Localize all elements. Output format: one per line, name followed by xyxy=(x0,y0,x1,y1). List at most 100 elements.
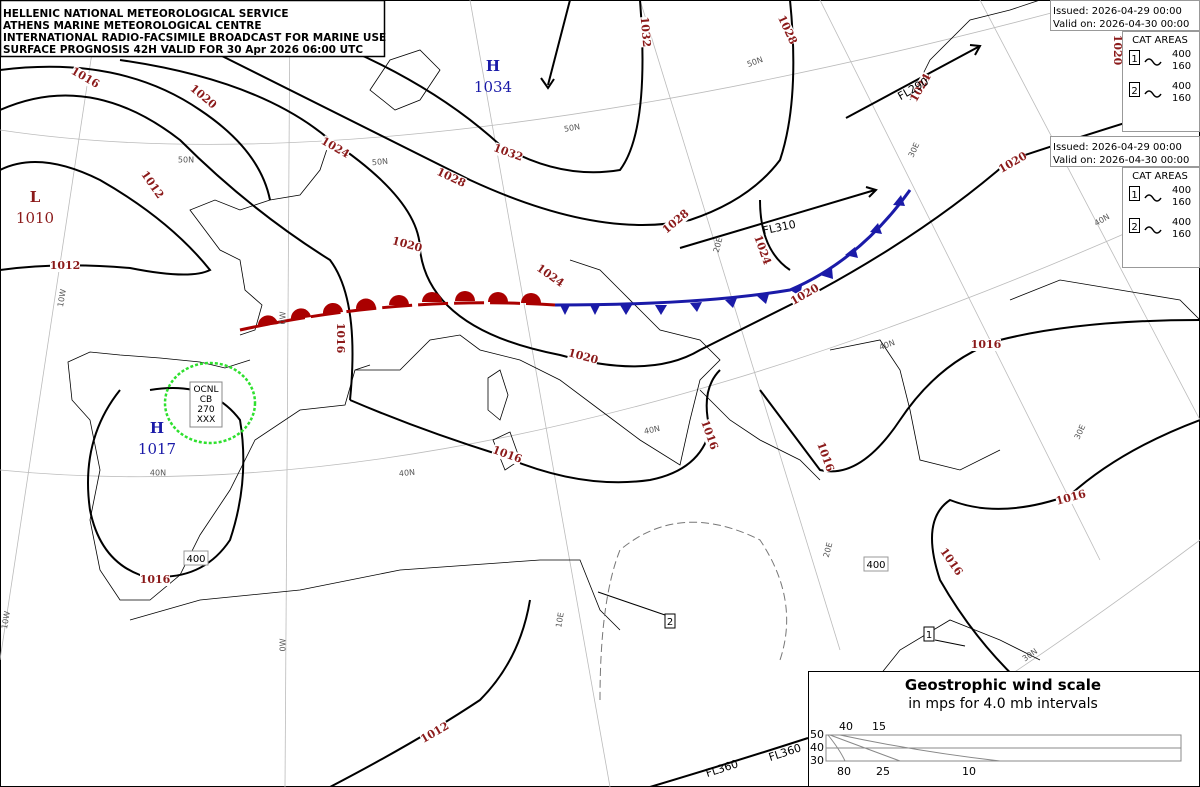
jet-top: 400 xyxy=(186,554,205,565)
graticule-label: 10W xyxy=(0,610,12,629)
turbulence-id: 1 xyxy=(926,630,932,641)
turbulence-symbol xyxy=(1144,194,1162,202)
isobar-label-bg xyxy=(187,82,219,112)
isobar-label: 1016 xyxy=(334,323,347,354)
isobar-label-bg xyxy=(908,72,934,104)
cat-id: 1 xyxy=(1131,54,1137,65)
isobar-label-bg xyxy=(419,720,451,746)
speed-label: 15 xyxy=(872,720,886,733)
cat-title: CAT AREAS xyxy=(1132,171,1188,182)
graticule-label: 0W xyxy=(279,638,288,651)
cat-area-outline xyxy=(599,521,788,701)
isobar-label-bg xyxy=(751,233,773,267)
area-markers: 400 400 2 1 xyxy=(183,550,935,642)
cb-box xyxy=(189,381,223,428)
coastlines xyxy=(67,0,1200,701)
cat-title: CAT AREAS xyxy=(1132,35,1188,46)
graticule-label: 20E xyxy=(822,541,835,558)
cold-front xyxy=(554,189,912,315)
graticule-label: 40N xyxy=(150,469,166,478)
isobar-label: 1032 xyxy=(638,16,654,48)
cat-id-box xyxy=(1129,218,1140,233)
center-value: 1034 xyxy=(474,78,512,96)
cat-base: 160 xyxy=(1172,229,1191,240)
cat-id-box xyxy=(1129,50,1140,65)
graticule-label: 40N xyxy=(643,424,661,436)
cb-text: CB xyxy=(200,395,212,405)
cat-top: 400 xyxy=(1172,49,1191,60)
graticule-label: 20E xyxy=(712,236,725,253)
cb-text: OCNL xyxy=(193,385,218,395)
isobar-label-bg xyxy=(937,546,965,578)
isobar-label-bg xyxy=(997,150,1029,176)
issued-text: Issued: 2026-04-29 00:00 xyxy=(1053,142,1182,153)
isobar-label-bg xyxy=(971,339,1001,351)
turbulence-symbol xyxy=(1144,226,1162,234)
isobar-label: 1020 xyxy=(1111,35,1124,66)
graticule-label: 10W xyxy=(56,288,68,307)
wind-scale: Geostrophic wind scale in mps for 4.0 mb… xyxy=(808,671,1200,787)
header-box xyxy=(0,0,386,58)
header: HELLENIC NATIONAL METEOROLOGICAL SERVICE… xyxy=(3,8,386,56)
wind-scale-title: Geostrophic wind scale xyxy=(905,676,1101,694)
cat-base: 160 xyxy=(1172,93,1191,104)
cb-text: XXX xyxy=(197,415,216,425)
issued-box xyxy=(1050,136,1200,167)
graticule-label: 50N xyxy=(372,157,389,167)
isobar-label-bg xyxy=(814,440,836,474)
wind-scale-subtitle: in mps for 4.0 mb intervals xyxy=(908,696,1098,712)
graticule-label: 40N xyxy=(399,468,416,478)
center-value: 1010 xyxy=(16,209,54,227)
latitude-label: 30 xyxy=(810,754,824,767)
cat-id: 2 xyxy=(1131,86,1137,97)
isobar-label-bg xyxy=(534,262,566,290)
isobar-label-bg xyxy=(1111,35,1123,65)
isobar-label-bg xyxy=(789,282,821,308)
cat-base: 160 xyxy=(1172,61,1191,72)
cat-top: 400 xyxy=(1172,81,1191,92)
isobar-label-bg xyxy=(434,166,468,190)
center-type: H xyxy=(150,419,164,437)
speed-label: 40 xyxy=(839,720,853,733)
center-type: L xyxy=(30,188,41,206)
cat-id-box xyxy=(1129,186,1140,201)
valid-text: Valid on: 2026-04-30 00:00 xyxy=(1053,155,1189,166)
isobar-label: 1016 xyxy=(971,338,1002,351)
jet-streams xyxy=(540,0,982,787)
graticule-label: 50N xyxy=(178,156,194,165)
cat-id: 1 xyxy=(1131,190,1137,201)
speed-label: 80 xyxy=(837,765,851,778)
header-line: HELLENIC NATIONAL METEOROLOGICAL SERVICE xyxy=(3,8,289,20)
turbulence-symbol xyxy=(1144,90,1162,98)
center-type: H xyxy=(486,57,500,75)
isobar-label-bg xyxy=(334,323,346,353)
isobar-label-bg xyxy=(637,16,653,48)
valid-text: Valid on: 2026-04-30 00:00 xyxy=(1053,19,1189,30)
header-line: INTERNATIONAL RADIO-FACSIMILE BROADCAST … xyxy=(3,32,386,44)
cat-id: 2 xyxy=(1131,222,1137,233)
pressure-centers: H 1034 L 1010 H 1017 xyxy=(16,57,512,458)
warm-front xyxy=(239,291,556,332)
jet-top: 400 xyxy=(866,560,885,571)
cb-labels: OCNL CB 270 XXX xyxy=(193,385,218,425)
isobar-label: 1016 xyxy=(140,573,171,586)
isobar-label-bg xyxy=(1054,488,1088,508)
isobar-label-bg xyxy=(698,418,720,452)
isobar-label-bg xyxy=(490,444,524,466)
cat-base: 160 xyxy=(1172,197,1191,208)
cat-top: 400 xyxy=(1172,185,1191,196)
speed-label: 25 xyxy=(876,765,890,778)
turbulence-id: 2 xyxy=(667,617,673,628)
graticule-label: 0W xyxy=(279,311,288,324)
isobar-label-bg xyxy=(69,65,101,91)
cb-text: 270 xyxy=(197,405,214,415)
latitude-label: 50 xyxy=(810,728,824,741)
isobar-label-bg xyxy=(660,207,692,237)
isobar-label-bg xyxy=(566,347,600,367)
cat-box xyxy=(1122,167,1200,268)
header-line: ATHENS MARINE METEOROLOGICAL CENTRE xyxy=(3,20,262,32)
isobar-label-bg xyxy=(50,260,80,272)
cat-id-box xyxy=(1129,82,1140,97)
